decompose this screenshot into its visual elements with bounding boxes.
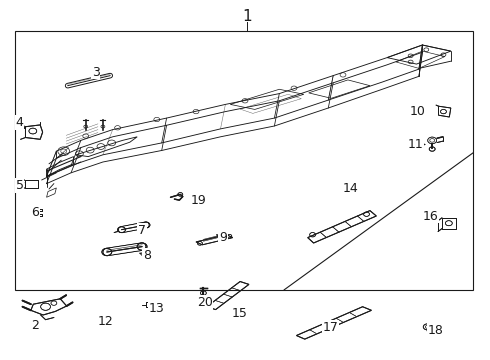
Text: 19: 19: [191, 194, 206, 207]
Text: 12: 12: [98, 315, 113, 328]
Bar: [15, 31, 473, 290]
Text: 11: 11: [408, 138, 423, 150]
Text: 9: 9: [219, 231, 227, 244]
Text: 18: 18: [427, 324, 443, 337]
Text: 20: 20: [197, 296, 213, 309]
Text: 6: 6: [31, 206, 39, 219]
Text: 5: 5: [16, 179, 24, 192]
Text: 15: 15: [232, 307, 248, 320]
Circle shape: [423, 324, 431, 330]
Text: 2: 2: [31, 319, 39, 332]
Circle shape: [423, 324, 431, 330]
Text: 17: 17: [323, 321, 339, 334]
Text: 14: 14: [343, 183, 359, 195]
Text: 7: 7: [138, 224, 146, 237]
Text: 13: 13: [149, 302, 165, 315]
Text: 16: 16: [422, 210, 438, 222]
Text: 8: 8: [143, 249, 151, 262]
Text: 3: 3: [92, 66, 99, 78]
Text: 4: 4: [16, 116, 24, 129]
Text: 10: 10: [410, 105, 425, 118]
Circle shape: [428, 137, 437, 144]
Circle shape: [428, 137, 437, 144]
Text: 1: 1: [243, 9, 252, 24]
